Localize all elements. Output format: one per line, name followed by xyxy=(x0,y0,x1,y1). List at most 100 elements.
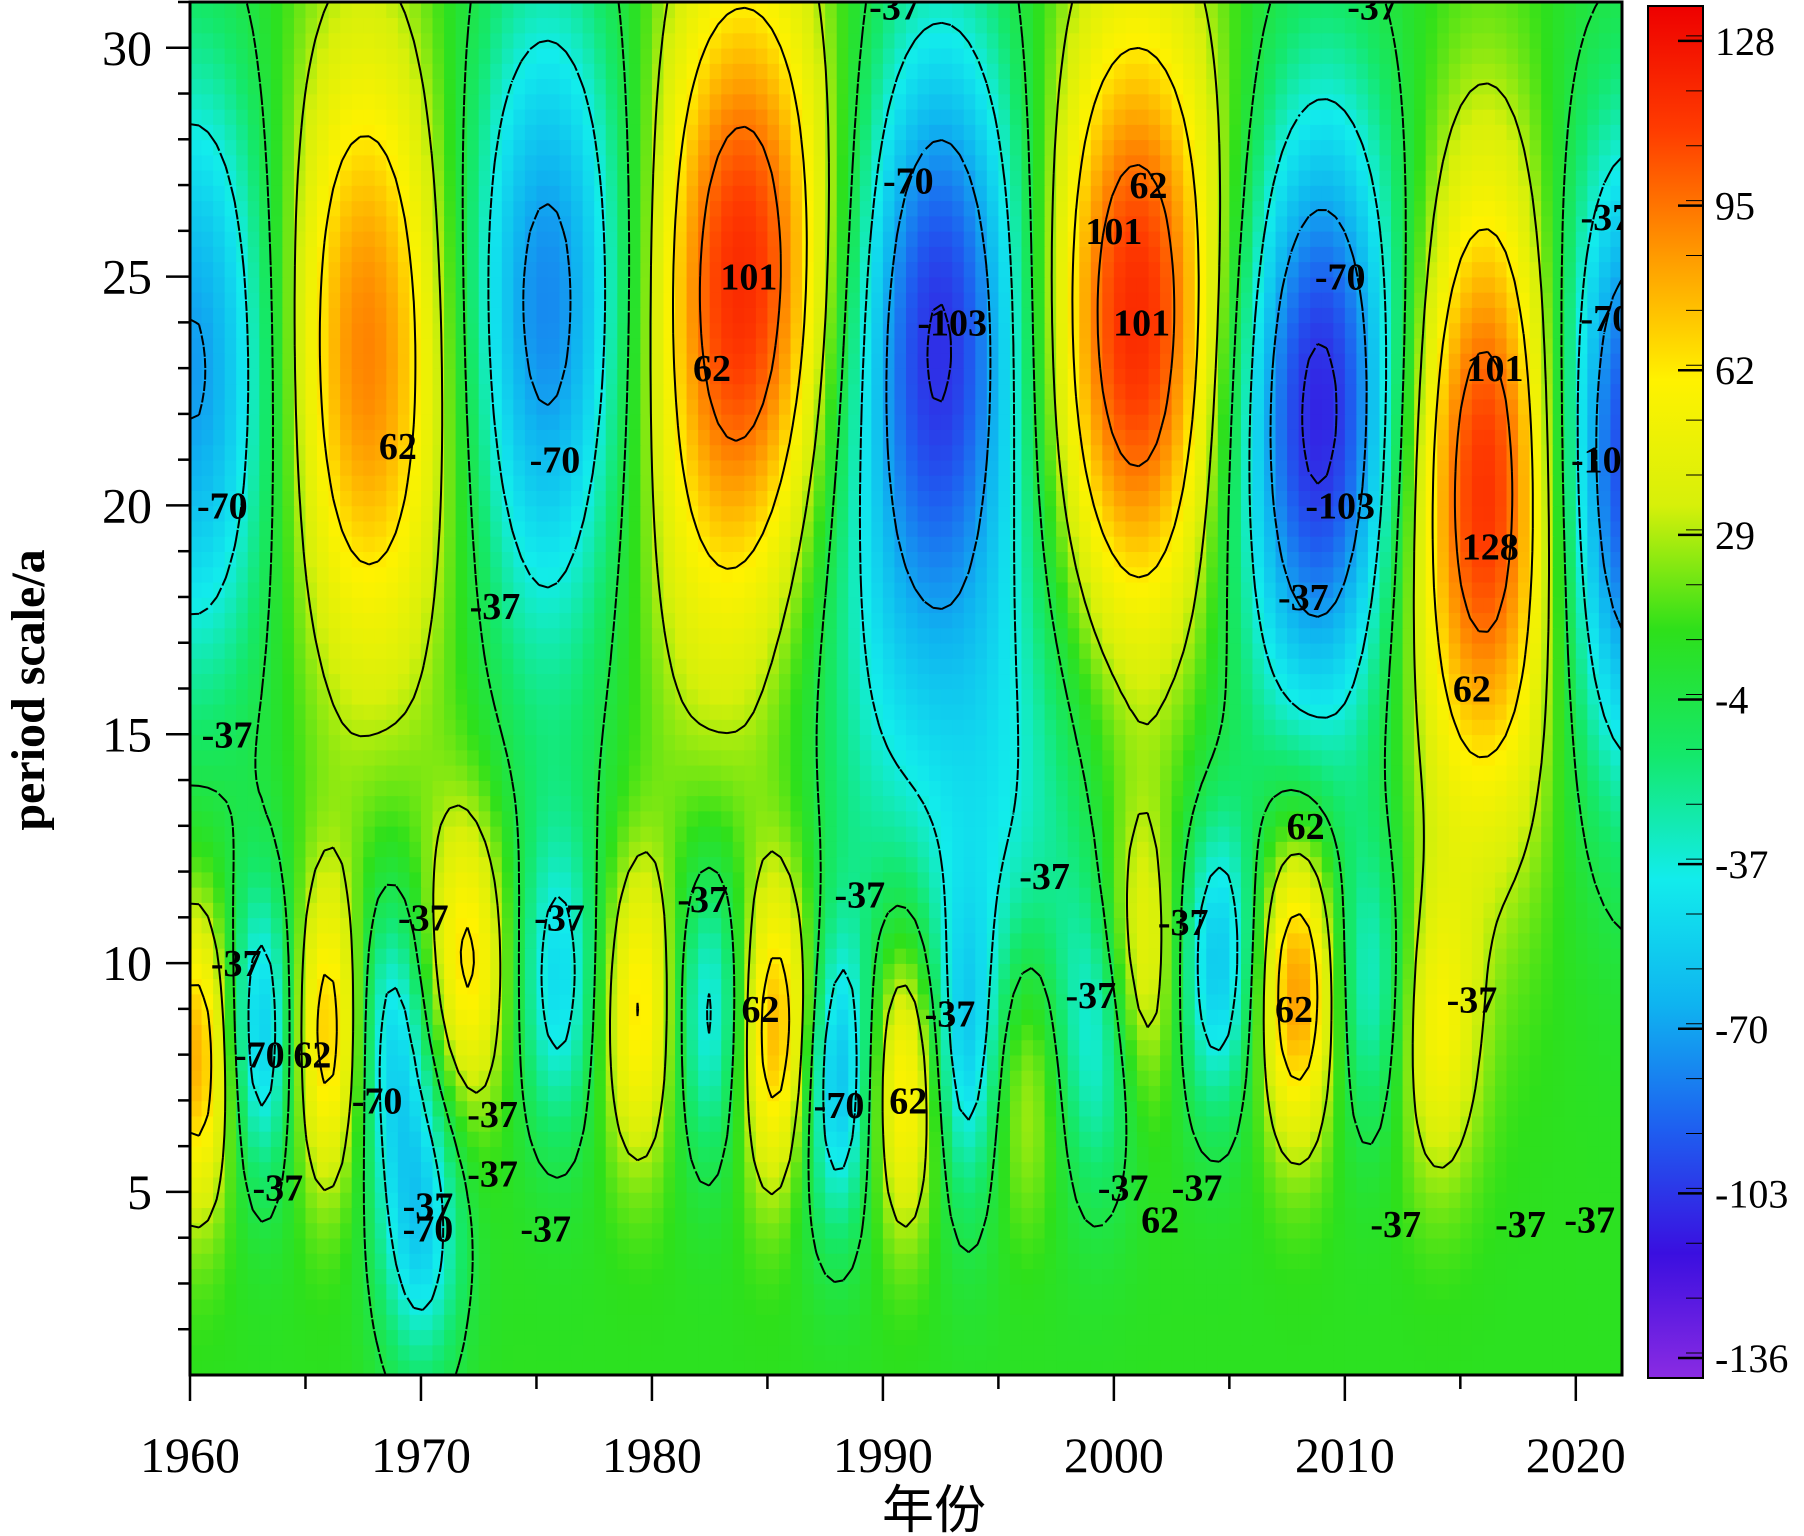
heatmap-cell xyxy=(548,1069,561,1086)
heatmap-cell xyxy=(501,1191,515,1208)
heatmap-cell xyxy=(397,963,411,980)
heatmap-cell xyxy=(490,1359,503,1375)
heatmap-cell xyxy=(524,1222,538,1239)
heatmap-cell xyxy=(1240,825,1254,842)
heatmap-cell xyxy=(1460,1298,1473,1315)
heatmap-cell xyxy=(1356,1313,1369,1331)
heatmap-cell xyxy=(1287,1176,1300,1193)
heatmap-cell xyxy=(1079,1100,1092,1117)
heatmap-cell xyxy=(709,810,723,827)
heatmap-cell xyxy=(386,1298,399,1315)
heatmap-cell xyxy=(1575,1069,1589,1086)
heatmap-cell xyxy=(1356,1115,1369,1132)
heatmap-cell xyxy=(397,764,411,781)
heatmap-cell xyxy=(1402,1115,1415,1132)
heatmap-cell xyxy=(605,902,619,919)
heatmap-cell xyxy=(1402,1146,1415,1163)
heatmap-cell xyxy=(698,1252,711,1270)
heatmap-cell xyxy=(802,932,815,949)
heatmap-cell xyxy=(501,917,515,934)
heatmap-cell xyxy=(698,1146,711,1163)
heatmap-cell xyxy=(1275,764,1288,781)
heatmap-cell xyxy=(721,810,734,827)
heatmap-cell xyxy=(917,1298,930,1315)
heatmap-cell xyxy=(1471,856,1485,873)
heatmap-cell xyxy=(1125,1176,1138,1193)
heatmap-cell xyxy=(363,1207,376,1224)
heatmap-cell xyxy=(628,1252,642,1270)
heatmap-cell xyxy=(651,1008,665,1025)
heatmap-cell xyxy=(1402,841,1415,858)
heatmap-cell xyxy=(1275,1176,1288,1193)
heatmap-cell xyxy=(1067,1130,1081,1147)
heatmap-cell xyxy=(328,825,341,842)
heatmap-cell xyxy=(1529,1039,1542,1056)
heatmap-cell xyxy=(501,1207,515,1224)
heatmap-cell xyxy=(986,1176,1000,1193)
heatmap-cell xyxy=(1541,1008,1554,1025)
heatmap-cell xyxy=(1206,795,1219,812)
heatmap-cell xyxy=(755,1085,769,1102)
heatmap-cell xyxy=(825,856,838,873)
heatmap-cell xyxy=(1437,810,1450,827)
heatmap-cell xyxy=(1056,1313,1069,1331)
heatmap-cell xyxy=(755,1161,769,1178)
heatmap-cell xyxy=(594,1359,607,1375)
heatmap-cell xyxy=(1044,1298,1057,1315)
heatmap-cell xyxy=(236,886,249,903)
heatmap-cell xyxy=(1506,764,1519,781)
heatmap-cell xyxy=(455,1085,468,1102)
heatmap-cell xyxy=(224,1191,237,1208)
heatmap-cell xyxy=(501,1329,515,1346)
heatmap-cell xyxy=(1113,917,1127,934)
heatmap-cell xyxy=(882,1283,896,1300)
heatmap-cell xyxy=(1575,764,1589,781)
heatmap-cell xyxy=(1425,764,1439,781)
heatmap-cell xyxy=(1206,947,1219,964)
heatmap-cell xyxy=(1448,841,1462,858)
heatmap-cell xyxy=(548,871,561,888)
heatmap-cell xyxy=(940,1085,953,1102)
heatmap-cell xyxy=(836,841,850,858)
heatmap-cell xyxy=(1287,1237,1300,1254)
heatmap-cell xyxy=(882,1359,896,1375)
heatmap-cell xyxy=(836,1191,850,1208)
heatmap-cell xyxy=(1310,1176,1323,1193)
heatmap-cell xyxy=(952,1161,965,1178)
heatmap-cell xyxy=(1437,1283,1450,1300)
heatmap-cell xyxy=(1217,1008,1231,1025)
heatmap-cell xyxy=(374,841,388,858)
heatmap-cell xyxy=(825,1054,838,1071)
heatmap-cell xyxy=(213,1283,226,1300)
heatmap-cell xyxy=(859,1268,873,1285)
heatmap-cell xyxy=(317,1268,330,1285)
heatmap-cell xyxy=(1506,1313,1519,1331)
heatmap-cell xyxy=(1321,1237,1335,1254)
heatmap-cell xyxy=(744,810,757,827)
heatmap-cell xyxy=(1079,841,1092,858)
heatmap-cell xyxy=(409,1146,422,1163)
heatmap-cell xyxy=(963,1146,977,1163)
heatmap-cell xyxy=(975,886,988,903)
heatmap-cell xyxy=(1494,1252,1508,1270)
heatmap-cell xyxy=(975,825,988,842)
heatmap-cell xyxy=(1471,1115,1485,1132)
heatmap-cell xyxy=(744,795,757,812)
heatmap-cell xyxy=(432,1237,445,1254)
heatmap-cell xyxy=(1009,1283,1023,1300)
heatmap-cell xyxy=(651,1344,665,1361)
heatmap-cell xyxy=(559,1161,572,1178)
heatmap-cell xyxy=(1425,856,1439,873)
heatmap-cell xyxy=(1033,1313,1046,1331)
heatmap-cell xyxy=(524,1252,538,1270)
heatmap-cell xyxy=(663,1100,676,1117)
heatmap-cell xyxy=(1090,1146,1104,1163)
heatmap-cell xyxy=(1160,1344,1173,1361)
heatmap-cell xyxy=(1598,917,1612,934)
heatmap-cell xyxy=(663,1313,676,1331)
heatmap-cell xyxy=(1356,871,1369,888)
heatmap-cell xyxy=(1102,1313,1115,1331)
heatmap-cell xyxy=(894,1054,907,1071)
heatmap-cell xyxy=(790,978,803,995)
heatmap-cell xyxy=(1298,1313,1311,1331)
